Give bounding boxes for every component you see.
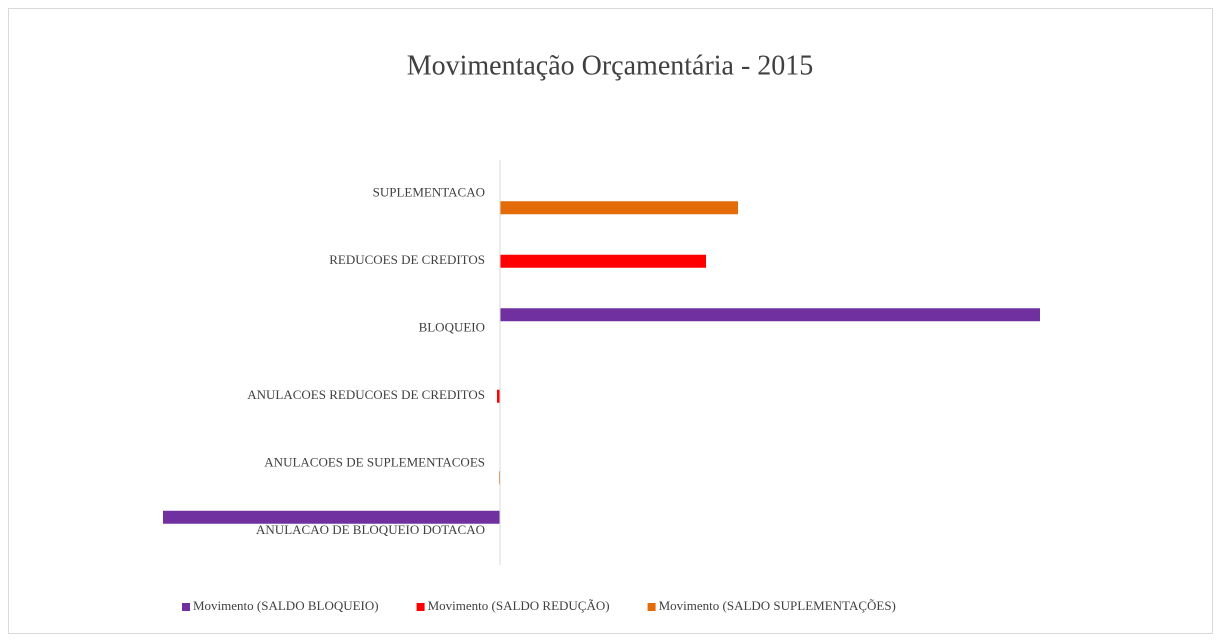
legend-marker	[647, 603, 656, 611]
bar	[500, 308, 1040, 322]
bar	[497, 389, 500, 403]
legend-label: Movimento (SALDO REDUÇÃO)	[428, 598, 610, 613]
legend-label: Movimento (SALDO BLOQUEIO)	[193, 598, 379, 613]
y-tick-label: ANULACOES DE SUPLEMENTACOES	[264, 455, 485, 470]
legend-marker	[182, 603, 190, 611]
y-tick-label: REDUCOES DE CREDITOS	[329, 252, 485, 267]
y-tick-label: SUPLEMENTACAO	[373, 185, 485, 200]
legend-marker	[416, 603, 425, 611]
bar	[500, 201, 738, 215]
bar	[163, 510, 500, 524]
y-tick-label: ANULACAO DE BLOQUEIO DOTACAO	[256, 522, 485, 537]
y-tick-label: ANULACOES REDUCOES DE CREDITOS	[247, 387, 485, 402]
chart-title: Movimentação Orçamentária - 2015	[407, 50, 814, 81]
bar	[500, 254, 706, 268]
y-tick-label: BLOQUEIO	[419, 320, 485, 335]
legend-label: Movimento (SALDO SUPLEMENTAÇÕES)	[659, 598, 896, 613]
